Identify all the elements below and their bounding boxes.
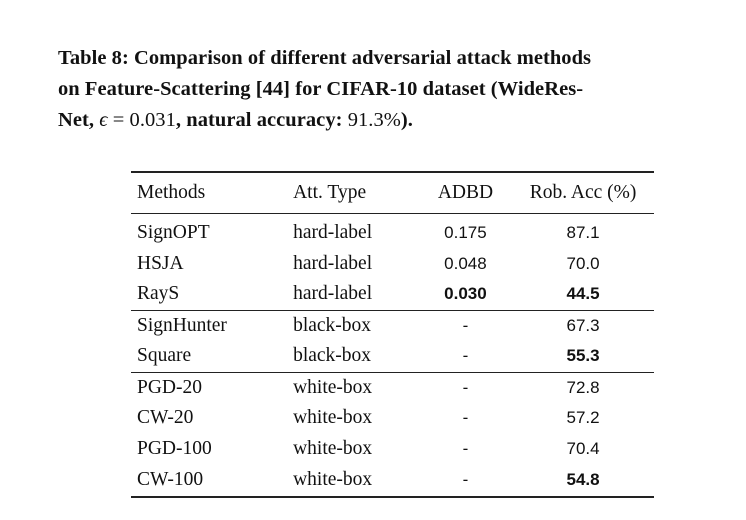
adbd-cell: - [462,408,469,428]
adbd-cell: 0.175 [444,223,487,243]
rob-acc-cell: 70.4 [566,438,600,458]
adbd-cell: - [418,371,513,403]
att-type-cell: white-box [293,437,373,459]
natural-accuracy-value: 91.3% [347,109,401,131]
header-rob-acc: Rob. Acc (%) [512,171,654,214]
rob-acc-cell-best: 44.5 [566,284,600,304]
method-cell: CW-100 [131,464,288,498]
table-row: SignOPT hard-label 0.175 87.1 [131,214,654,249]
adbd-cell: - [462,438,469,458]
rob-acc-cell: 70.0 [566,253,600,273]
adbd-cell: - [462,346,469,366]
att-type-cell: white-box [287,464,419,498]
header-methods: Methods [131,171,288,214]
epsilon-value: 0.031 [129,109,176,131]
rob-acc-cell: 87.1 [566,223,600,243]
adbd-cell-best: 0.030 [444,284,487,304]
rob-acc-cell: 67.3 [512,309,654,341]
caption-line-3-prefix: Net, [58,109,100,131]
header-row: Methods Att. Type ADBD Rob. Acc (%) [131,171,654,214]
table-caption: Table 8: Comparison of different adversa… [58,43,730,136]
table-row: RayS hard-label 0.030 44.5 [131,279,654,310]
header-att-type: Att. Type [287,171,419,214]
att-type-cell: black-box [293,345,372,367]
rob-acc-cell: 57.2 [566,408,600,428]
rob-acc-cell-best: 55.3 [566,346,600,366]
att-type-cell: white-box [293,407,373,429]
results-table: Methods Att. Type ADBD Rob. Acc (%) Sign… [131,171,654,498]
caption-line-3-mid: , natural accuracy: [175,109,348,131]
att-type-cell: hard-label [293,252,373,274]
adbd-cell: - [418,309,513,341]
caption-line-3: Net, ϵ = 0.031, natural accuracy: 91.3%)… [58,105,730,136]
adbd-cell: 0.048 [444,253,487,273]
table-row: Square black-box - 55.3 [131,341,654,372]
method-cell: Square [137,345,192,367]
epsilon-symbol: ϵ [99,109,108,131]
rob-acc-cell-best: 54.8 [512,464,654,498]
caption-line-2: on Feature-Scattering [44] for CIFAR-10 … [58,78,584,100]
att-type-cell: white-box [287,371,419,403]
caption-line-3-suffix: ). [400,109,413,131]
method-cell: HSJA [137,252,184,274]
rob-acc-cell: 72.8 [512,371,654,403]
method-cell: PGD-100 [137,437,212,459]
table-row: CW-20 white-box - 57.2 [131,403,654,434]
caption-line-1: Table 8: Comparison of different adversa… [58,47,592,69]
method-cell: SignOPT [137,222,210,244]
method-cell: RayS [137,283,180,305]
method-cell: SignHunter [131,309,288,341]
method-cell: CW-20 [137,407,194,429]
adbd-cell: - [418,464,513,498]
att-type-cell: hard-label [293,222,373,244]
table-row: PGD-100 white-box - 70.4 [131,434,654,465]
table-row: PGD-20 white-box - 72.8 [131,371,654,403]
table-row: HSJA hard-label 0.048 70.0 [131,249,654,280]
att-type-cell: hard-label [293,283,373,305]
method-cell: PGD-20 [131,371,288,403]
header-adbd: ADBD [418,171,513,214]
caption-equals: = [107,109,130,131]
table-row: SignHunter black-box - 67.3 [131,309,654,341]
att-type-cell: black-box [287,309,419,341]
table-row: CW-100 white-box - 54.8 [131,464,654,498]
